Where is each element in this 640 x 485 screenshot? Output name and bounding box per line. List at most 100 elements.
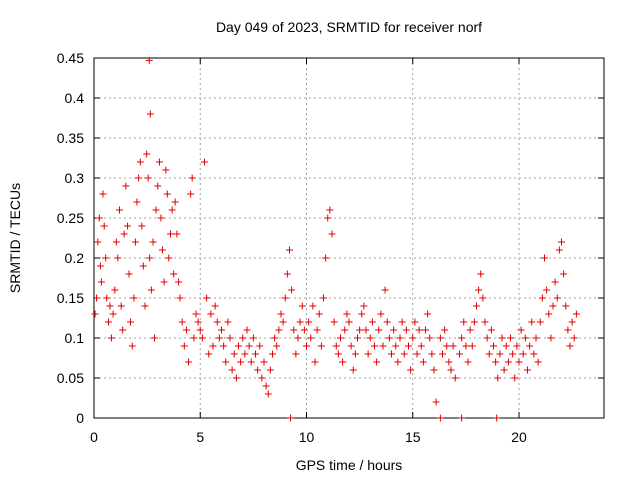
data-point xyxy=(481,318,489,326)
data-point xyxy=(487,326,495,334)
data-point xyxy=(109,310,117,318)
data-point xyxy=(534,358,542,366)
data-point xyxy=(277,310,285,318)
data-point xyxy=(149,238,157,246)
data-point xyxy=(507,334,514,342)
data-point xyxy=(572,310,580,318)
data-point xyxy=(360,302,368,310)
y-tick-label: 0.1 xyxy=(65,330,85,346)
data-point xyxy=(146,254,154,262)
data-point xyxy=(215,334,223,342)
data-point xyxy=(366,334,374,342)
data-point xyxy=(145,56,153,64)
data-point xyxy=(417,342,425,350)
data-point xyxy=(464,358,472,366)
data-point xyxy=(188,174,196,182)
data-point xyxy=(198,334,206,342)
data-point xyxy=(117,302,125,310)
data-point xyxy=(292,350,300,358)
data-point xyxy=(294,334,302,342)
data-point xyxy=(139,262,147,270)
data-point xyxy=(405,342,412,350)
data-point xyxy=(479,294,487,302)
data-point xyxy=(430,366,438,374)
data-point xyxy=(343,310,351,318)
y-tick-label: 0.05 xyxy=(57,370,84,386)
data-point xyxy=(252,350,259,358)
data-point xyxy=(513,342,521,350)
data-point xyxy=(175,278,183,286)
data-point xyxy=(388,350,395,358)
data-point xyxy=(103,294,111,302)
data-point xyxy=(192,310,200,318)
data-point xyxy=(477,270,485,278)
data-point xyxy=(288,286,296,294)
x-tick-label: 10 xyxy=(299,429,315,445)
data-point xyxy=(185,358,193,366)
data-point xyxy=(135,174,143,182)
data-point xyxy=(96,262,104,270)
data-point xyxy=(218,326,225,334)
data-point xyxy=(146,110,154,118)
data-point xyxy=(555,246,563,254)
data-point xyxy=(332,342,340,350)
data-point xyxy=(300,326,308,334)
data-point xyxy=(345,318,353,326)
data-point xyxy=(203,294,211,302)
data-point xyxy=(136,158,144,166)
data-point xyxy=(243,326,251,334)
data-points xyxy=(91,56,580,422)
data-point xyxy=(379,342,387,350)
data-point xyxy=(419,358,427,366)
data-point xyxy=(239,334,247,342)
data-point xyxy=(354,334,361,342)
y-axis-label: SRMTID / TECUs xyxy=(7,183,23,293)
data-point xyxy=(424,310,432,318)
data-point xyxy=(102,254,110,262)
data-point xyxy=(311,358,319,366)
data-point xyxy=(485,350,493,358)
data-point xyxy=(377,310,385,318)
data-point xyxy=(247,358,255,366)
data-point xyxy=(462,342,470,350)
data-point xyxy=(411,318,419,326)
data-point xyxy=(180,342,188,350)
data-point xyxy=(266,366,274,374)
data-point xyxy=(436,414,444,422)
data-point xyxy=(524,366,531,374)
data-point xyxy=(375,326,383,334)
data-point xyxy=(170,270,178,278)
y-tick-label: 0.15 xyxy=(57,290,84,306)
data-point xyxy=(545,310,553,318)
data-point xyxy=(104,318,112,326)
data-point xyxy=(120,230,128,238)
data-point xyxy=(428,350,436,358)
data-point xyxy=(441,326,449,334)
data-point xyxy=(173,230,181,238)
data-point xyxy=(262,382,270,390)
data-point xyxy=(558,238,565,246)
data-point xyxy=(168,206,176,214)
data-point xyxy=(551,278,559,286)
data-point xyxy=(154,182,162,190)
data-point xyxy=(269,350,276,358)
data-point xyxy=(532,334,540,342)
data-point xyxy=(443,342,451,350)
data-point xyxy=(313,326,321,334)
data-point xyxy=(458,334,466,342)
data-point xyxy=(473,302,480,310)
data-point xyxy=(138,222,146,230)
data-point xyxy=(432,398,440,406)
data-point xyxy=(564,326,572,334)
data-point xyxy=(413,350,421,358)
data-point xyxy=(124,222,132,230)
data-point xyxy=(286,246,293,254)
data-point xyxy=(402,326,410,334)
data-point xyxy=(368,318,376,326)
data-point xyxy=(320,294,327,302)
data-point xyxy=(547,334,555,342)
data-point xyxy=(466,326,474,334)
data-point xyxy=(122,182,130,190)
data-point xyxy=(339,358,347,366)
